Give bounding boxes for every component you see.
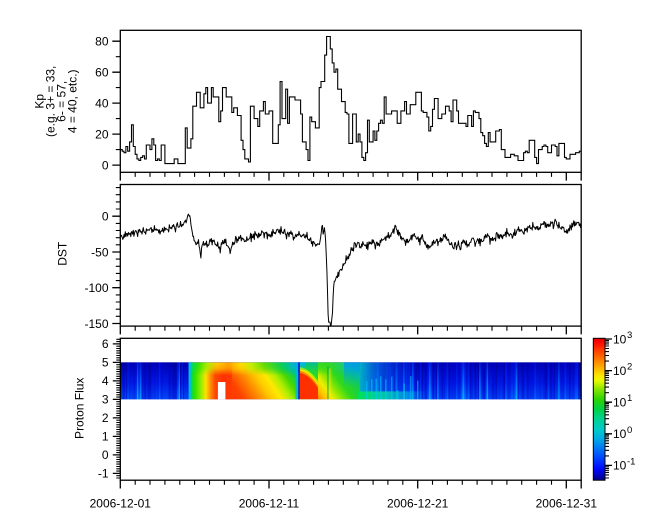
- svg-text:10: 10: [613, 364, 627, 378]
- svg-text:Proton Flux: Proton Flux: [73, 378, 87, 439]
- svg-text:10: 10: [613, 459, 627, 473]
- svg-text:2006-12-31: 2006-12-31: [536, 497, 598, 511]
- svg-text:-1: -1: [627, 456, 635, 467]
- svg-text:0: 0: [102, 158, 109, 172]
- svg-text:Kp: Kp: [32, 94, 46, 109]
- svg-text:-150: -150: [84, 317, 108, 331]
- svg-text:0: 0: [102, 210, 109, 224]
- svg-text:6- = 57,: 6- = 57,: [54, 81, 68, 122]
- svg-text:0: 0: [627, 425, 632, 436]
- svg-text:1: 1: [627, 393, 632, 404]
- svg-text:-50: -50: [91, 245, 109, 259]
- svg-text:DST: DST: [56, 241, 70, 266]
- svg-text:10: 10: [613, 396, 627, 410]
- svg-text:2: 2: [102, 411, 109, 425]
- svg-text:-1: -1: [98, 467, 109, 481]
- svg-text:2006-12-01: 2006-12-01: [90, 497, 152, 511]
- svg-text:10: 10: [613, 427, 627, 441]
- svg-text:6: 6: [102, 337, 109, 351]
- svg-text:20: 20: [95, 127, 109, 141]
- svg-text:10: 10: [613, 332, 627, 346]
- svg-text:1: 1: [102, 430, 109, 444]
- svg-text:80: 80: [95, 34, 109, 48]
- svg-text:3: 3: [102, 393, 109, 407]
- svg-text:3: 3: [627, 330, 632, 341]
- svg-text:2006-12-21: 2006-12-21: [387, 497, 449, 511]
- svg-text:5: 5: [102, 356, 109, 370]
- svg-text:60: 60: [95, 65, 109, 79]
- svg-text:2: 2: [627, 362, 632, 373]
- svg-text:2006-12-11: 2006-12-11: [239, 497, 300, 511]
- svg-text:4 = 40, etc.): 4 = 40, etc.): [65, 69, 79, 133]
- svg-text:(e.g. 3+ = 33,: (e.g. 3+ = 33,: [43, 66, 57, 137]
- svg-text:4: 4: [102, 374, 109, 388]
- svg-text:0: 0: [102, 448, 109, 462]
- svg-text:40: 40: [95, 96, 109, 110]
- svg-text:-100: -100: [84, 281, 108, 295]
